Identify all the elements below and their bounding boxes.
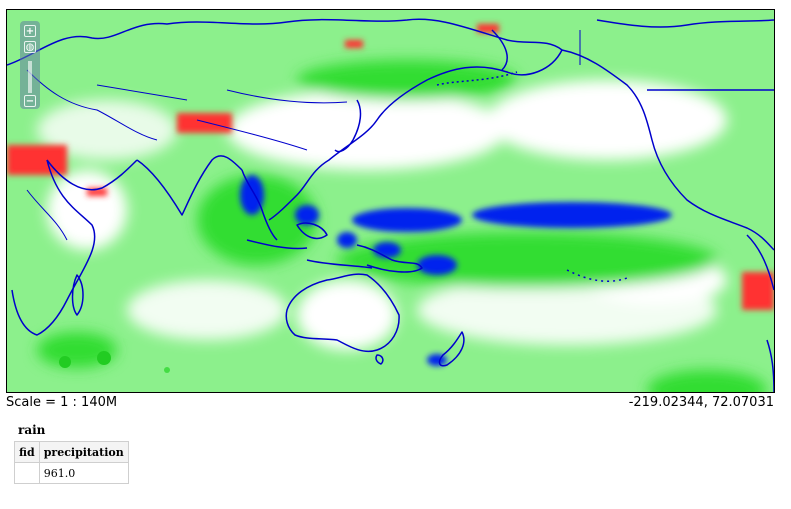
- mouse-coordinates: -219.02344, 72.07031: [628, 395, 774, 410]
- table-header-row: fid precipitation: [14, 441, 129, 463]
- zoom-out-button[interactable]: −: [24, 95, 36, 107]
- scale-readout: Scale = 1 : 140M: [6, 395, 118, 410]
- precipitation-map[interactable]: + ◍ −: [6, 9, 775, 393]
- zoom-in-button[interactable]: +: [24, 25, 36, 37]
- feature-info-table: fid precipitation 961.0: [14, 441, 129, 484]
- table-row: 961.0: [14, 462, 129, 484]
- zoom-slider-track[interactable]: [28, 61, 32, 93]
- small-heavy-rain-spots: [59, 351, 170, 373]
- heavy-rain-areas: [240, 175, 672, 366]
- anomaly-areas: [7, 24, 774, 310]
- column-header-precipitation: precipitation: [38, 441, 129, 463]
- zoom-world-button[interactable]: ◍: [24, 41, 36, 53]
- zoom-control: + ◍ −: [20, 21, 40, 109]
- coastlines: [7, 18, 774, 392]
- cell-precipitation: 961.0: [38, 462, 129, 484]
- layer-title: rain: [18, 423, 46, 437]
- map-canvas[interactable]: [7, 10, 774, 392]
- globe-icon: ◍: [25, 42, 35, 53]
- column-header-fid: fid: [14, 441, 40, 463]
- cell-fid: [14, 462, 40, 484]
